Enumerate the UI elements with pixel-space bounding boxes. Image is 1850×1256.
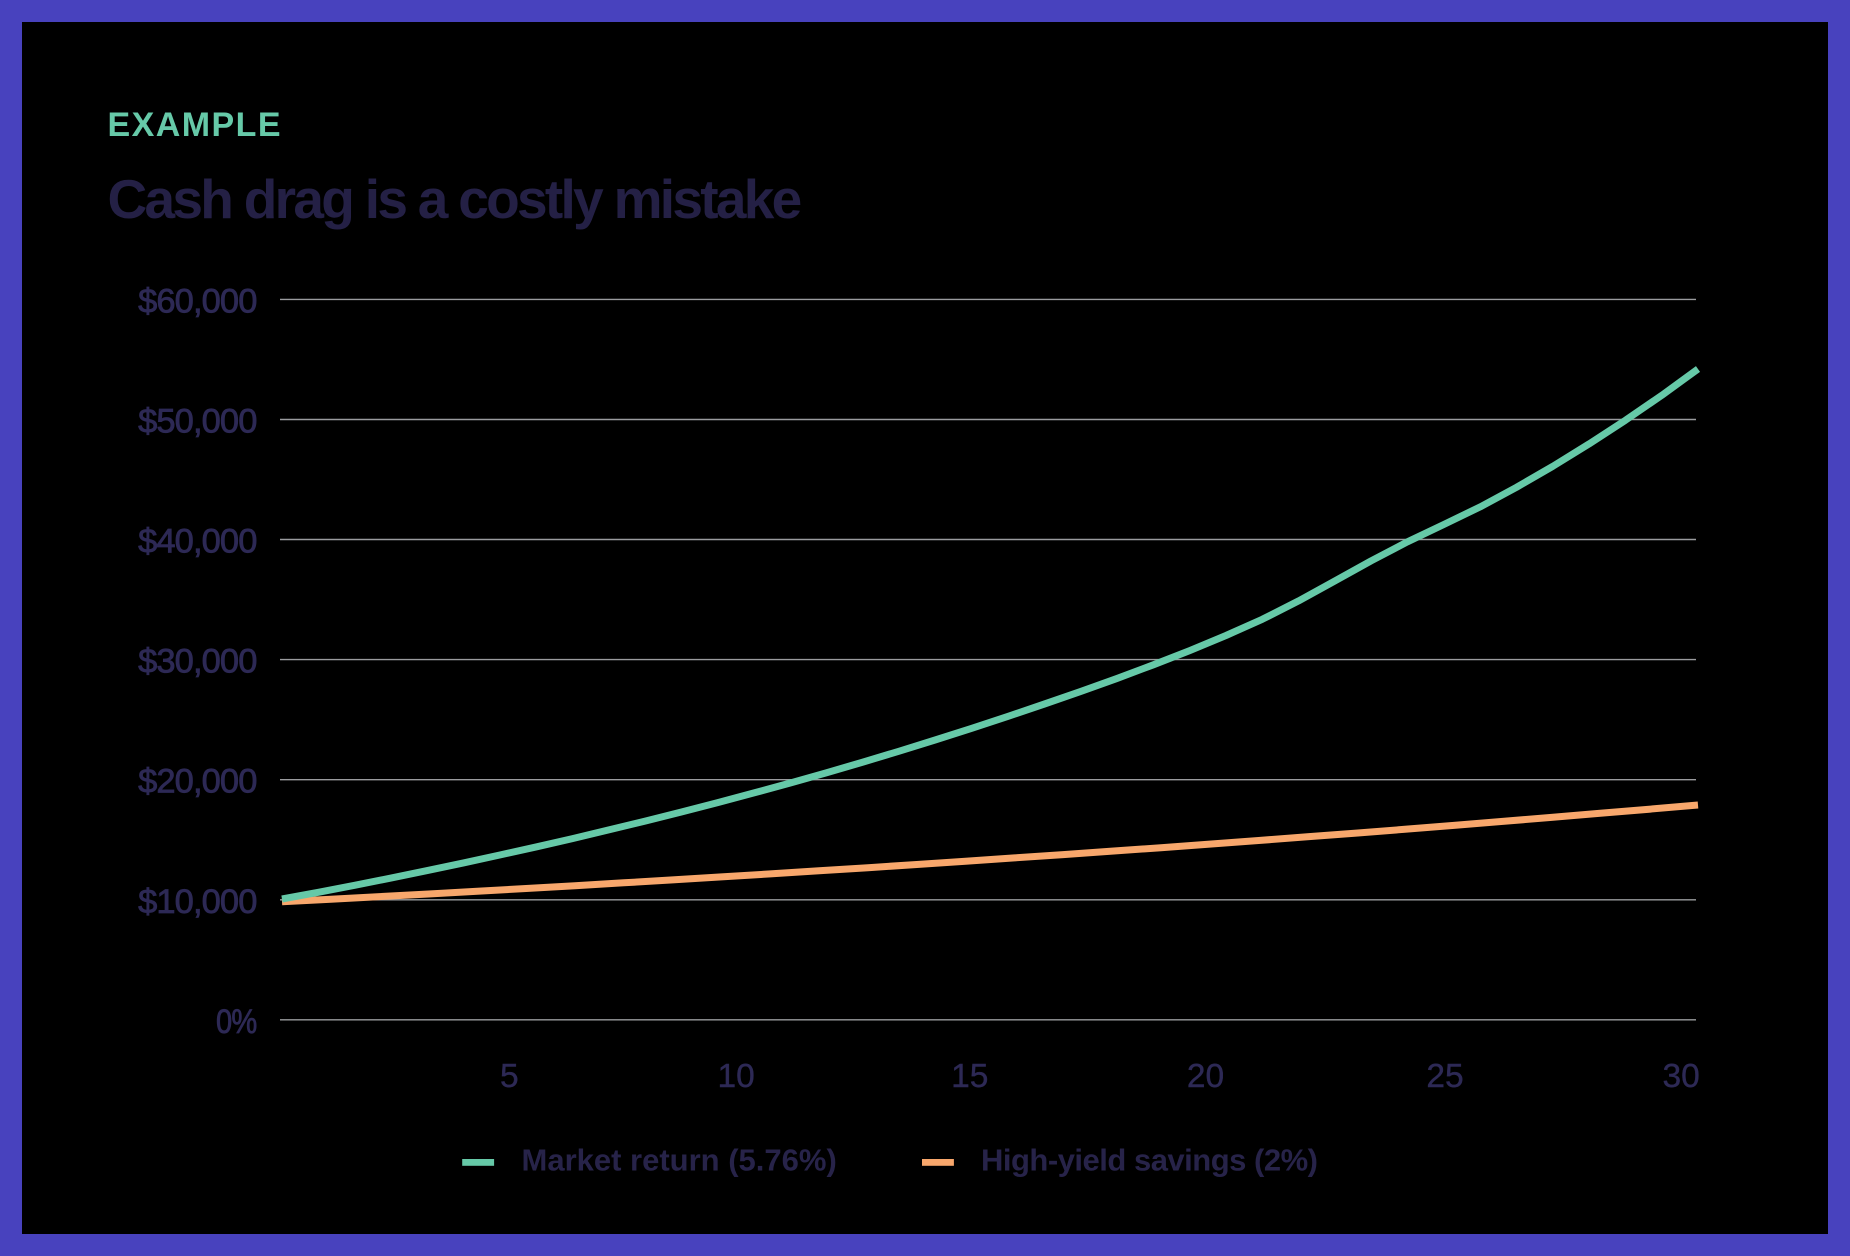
svg-text:$50,000: $50,000	[138, 403, 256, 441]
svg-text:30: 30	[1663, 1058, 1700, 1095]
svg-text:EXAMPLE: EXAMPLE	[108, 106, 283, 144]
svg-text:0%: 0%	[216, 1003, 257, 1041]
svg-text:$40,000: $40,000	[138, 523, 256, 561]
svg-text:High-yield savings (2%): High-yield savings (2%)	[981, 1143, 1317, 1178]
svg-text:5: 5	[500, 1058, 519, 1095]
svg-text:Cash drag is a costly mistake: Cash drag is a costly mistake	[108, 168, 801, 230]
svg-text:20: 20	[1187, 1058, 1224, 1095]
svg-text:$60,000: $60,000	[138, 282, 256, 320]
svg-text:$30,000: $30,000	[138, 643, 256, 681]
svg-text:25: 25	[1426, 1058, 1463, 1095]
svg-text:15: 15	[951, 1058, 988, 1095]
svg-text:Market return (5.76%): Market return (5.76%)	[522, 1143, 837, 1178]
svg-text:10: 10	[718, 1058, 755, 1095]
svg-text:$10,000: $10,000	[138, 883, 256, 921]
svg-text:$20,000: $20,000	[138, 763, 256, 801]
